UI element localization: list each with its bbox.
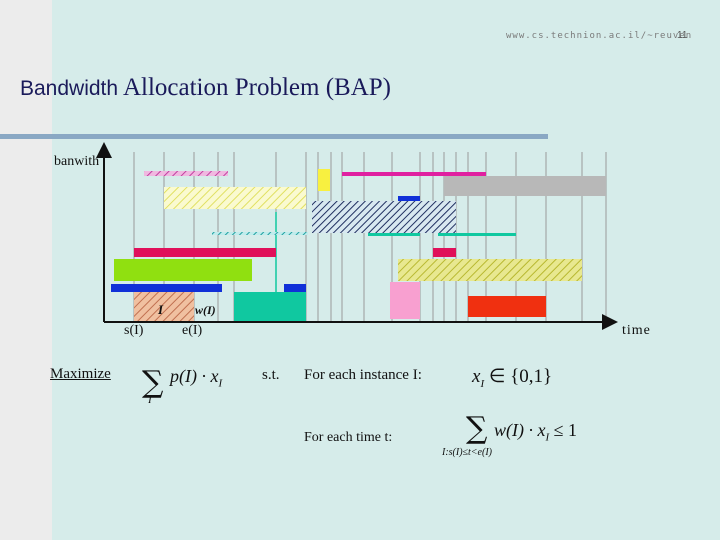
instance-bars xyxy=(111,169,606,322)
constraint2-expr: w(I) · x xyxy=(494,420,546,440)
constraint1-rhs: ∈ {0,1} xyxy=(488,366,553,387)
slide-title: Bandwidth Allocation Problem (BAP) xyxy=(20,74,391,102)
objective-word: Maximize xyxy=(50,366,111,382)
instance-bar xyxy=(212,232,308,235)
constraint1-label: For each instance I: xyxy=(304,367,422,383)
objective-sum-index: I xyxy=(148,394,152,406)
instance-bar xyxy=(284,284,306,292)
objective-expression: p(I) · xI xyxy=(170,366,222,390)
instance-bar xyxy=(318,169,330,191)
constraint1-expression: xI ∈ {0,1} xyxy=(472,365,552,390)
instance-bar-I xyxy=(134,292,194,321)
instance-bar xyxy=(398,259,582,281)
instance-bar xyxy=(312,201,456,233)
instance-bar xyxy=(234,292,306,322)
instance-bar xyxy=(342,172,486,176)
instance-bar xyxy=(144,171,228,176)
constraint1-expr: x xyxy=(472,366,481,387)
instance-bar xyxy=(390,282,420,319)
objective-sub: I xyxy=(218,377,223,390)
x-axis-label: time xyxy=(622,323,651,338)
sum-symbol: ∑ xyxy=(466,411,488,446)
end-label: e(I) xyxy=(182,323,203,338)
instance-bar xyxy=(114,259,252,281)
constraint2-expression: w(I) · xI ≤ 1 xyxy=(494,420,577,444)
sum-symbol: ∑ xyxy=(142,365,164,400)
instance-label: I xyxy=(158,302,164,317)
title-rule xyxy=(0,134,548,139)
y-axis-label: banwith xyxy=(54,154,100,169)
instance-bar xyxy=(433,248,456,257)
instance-bar xyxy=(164,187,306,209)
constraint2-sum-index: I:s(I)≤t<e(I) xyxy=(442,447,492,458)
weight-label: w(I) xyxy=(195,303,216,317)
constraint1-sub: I xyxy=(480,377,485,390)
objective-expr: p(I) · x xyxy=(170,366,219,386)
source-url: www.cs.technion.ac.il/~reuven xyxy=(506,31,693,41)
instance-bar xyxy=(438,233,516,236)
instance-bar xyxy=(444,176,606,196)
instance-bar xyxy=(398,196,420,201)
constraint2-label: For each time t: xyxy=(304,430,393,445)
title-part1: Bandwidth xyxy=(20,77,119,100)
page-number: 11 xyxy=(677,30,688,41)
subject-to: s.t. xyxy=(262,367,280,383)
instance-bar xyxy=(368,233,420,236)
start-label: s(I) xyxy=(124,323,144,338)
constraint2-rhs: ≤ 1 xyxy=(553,420,578,440)
instance-bar xyxy=(134,248,276,257)
instance-bar xyxy=(468,296,546,317)
title-part2: Allocation Problem (BAP) xyxy=(122,74,391,101)
constraint2-sub: I xyxy=(545,431,550,444)
left-band xyxy=(0,0,52,540)
instance-bar xyxy=(111,284,222,292)
